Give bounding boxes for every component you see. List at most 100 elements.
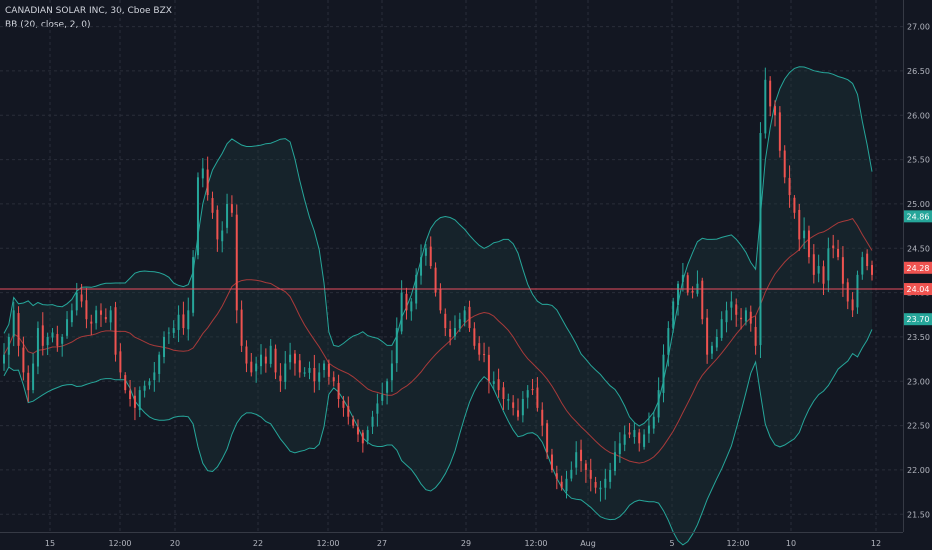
- candle-175: [851, 292, 854, 318]
- candle-95: [463, 306, 466, 327]
- x-tick-9: 5: [669, 539, 674, 548]
- candle-3: [17, 306, 20, 357]
- candle-111: [541, 402, 544, 437]
- candle-177: [861, 251, 864, 280]
- candle-86: [420, 244, 423, 285]
- candle-42: [206, 156, 209, 201]
- candle-70: [342, 395, 345, 417]
- y-tick-3: 23.00: [907, 377, 930, 386]
- candle-174: [846, 278, 849, 310]
- x-tick-4: 12:00: [316, 539, 339, 548]
- candle-138: [672, 297, 675, 333]
- x-tick-11: 10: [786, 539, 796, 548]
- candle-136: [662, 344, 665, 403]
- candle-106: [517, 398, 520, 421]
- candle-58: [284, 351, 287, 390]
- candle-82: [400, 280, 403, 335]
- candle-105: [512, 395, 515, 416]
- candle-88: [429, 236, 432, 269]
- candle-112: [546, 419, 549, 460]
- candle-36: [177, 305, 180, 343]
- candle-115: [560, 475, 563, 491]
- candle-49: [240, 300, 243, 353]
- x-tick-3: 22: [253, 539, 263, 548]
- candle-122: [594, 476, 597, 494]
- candle-101: [492, 371, 495, 391]
- candle-41: [201, 158, 204, 188]
- price-label-1: 24.28: [904, 261, 932, 274]
- price-axis[interactable]: 21.5022.0022.5023.0023.5024.0024.5025.00…: [903, 0, 932, 550]
- candle-72: [352, 415, 355, 429]
- candle-150: [730, 291, 733, 321]
- x-tick-7: 12:00: [524, 539, 547, 548]
- grid-lines: [0, 0, 903, 532]
- candle-25: [124, 372, 127, 394]
- bollinger-bands: [3, 66, 873, 546]
- candle-2: [12, 301, 15, 347]
- candle-137: [667, 321, 670, 367]
- candle-57: [279, 363, 282, 392]
- candle-92: [449, 320, 452, 346]
- candle-127: [618, 432, 621, 463]
- y-tick-11: 27.00: [907, 23, 930, 32]
- candle-155: [754, 316, 757, 355]
- candle-139: [677, 280, 680, 316]
- candle-161: [783, 145, 786, 184]
- candle-24: [119, 343, 122, 379]
- candle-102: [497, 368, 500, 398]
- y-tick-0: 21.50: [907, 510, 930, 519]
- candle-167: [812, 244, 815, 284]
- svg-text:24.28: 24.28: [907, 264, 930, 273]
- svg-text:23.70: 23.70: [907, 315, 930, 324]
- candle-62: [303, 367, 306, 377]
- candle-98: [478, 336, 481, 361]
- y-tick-4: 23.50: [907, 333, 930, 342]
- time-axis[interactable]: 15 12:00 20 22 12:00 27 29 12:00 Aug 5 12:00 10 12: [0, 532, 903, 549]
- candle-14: [70, 303, 73, 327]
- candle-131: [638, 428, 641, 452]
- candle-113: [550, 448, 553, 473]
- candle-135: [657, 377, 660, 423]
- candle-30: [148, 378, 151, 390]
- svg-text:24.04: 24.04: [907, 285, 930, 294]
- candle-94: [458, 312, 461, 333]
- candle-130: [633, 422, 636, 444]
- candle-73: [356, 419, 359, 443]
- candle-29: [143, 380, 146, 398]
- candle-114: [555, 465, 558, 490]
- candle-109: [531, 378, 534, 395]
- candle-37: [182, 301, 185, 335]
- candle-50: [245, 340, 248, 373]
- price-label-2: 24.04: [904, 283, 932, 296]
- candle-148: [720, 311, 723, 341]
- candle-90: [439, 283, 442, 314]
- candle-93: [453, 315, 456, 340]
- candle-32: [158, 351, 161, 383]
- candle-11: [56, 325, 59, 352]
- candle-100: [487, 346, 490, 394]
- price-label-3: 23.70: [904, 313, 932, 326]
- candle-83: [405, 287, 408, 320]
- candle-168: [817, 254, 820, 283]
- candle-91: [444, 308, 447, 337]
- candle-54: [264, 348, 267, 373]
- candle-18: [90, 314, 93, 336]
- candle-157: [764, 67, 767, 139]
- candle-158: [769, 76, 772, 117]
- candle-53: [260, 344, 263, 375]
- candle-153: [744, 307, 747, 326]
- candle-60: [293, 350, 296, 376]
- candle-162: [788, 165, 791, 208]
- candle-20: [99, 303, 102, 327]
- candle-107: [521, 391, 524, 423]
- candle-65: [318, 363, 321, 391]
- candle-119: [580, 439, 583, 472]
- candle-7: [36, 321, 39, 375]
- candle-133: [647, 412, 650, 443]
- candle-120: [584, 460, 587, 483]
- candle-123: [599, 480, 602, 502]
- candle-19: [95, 305, 98, 330]
- chart-legend: CANADIAN SOLAR INC, 30, Cboe BZX BB (20,…: [5, 4, 172, 32]
- candle-15: [75, 282, 78, 316]
